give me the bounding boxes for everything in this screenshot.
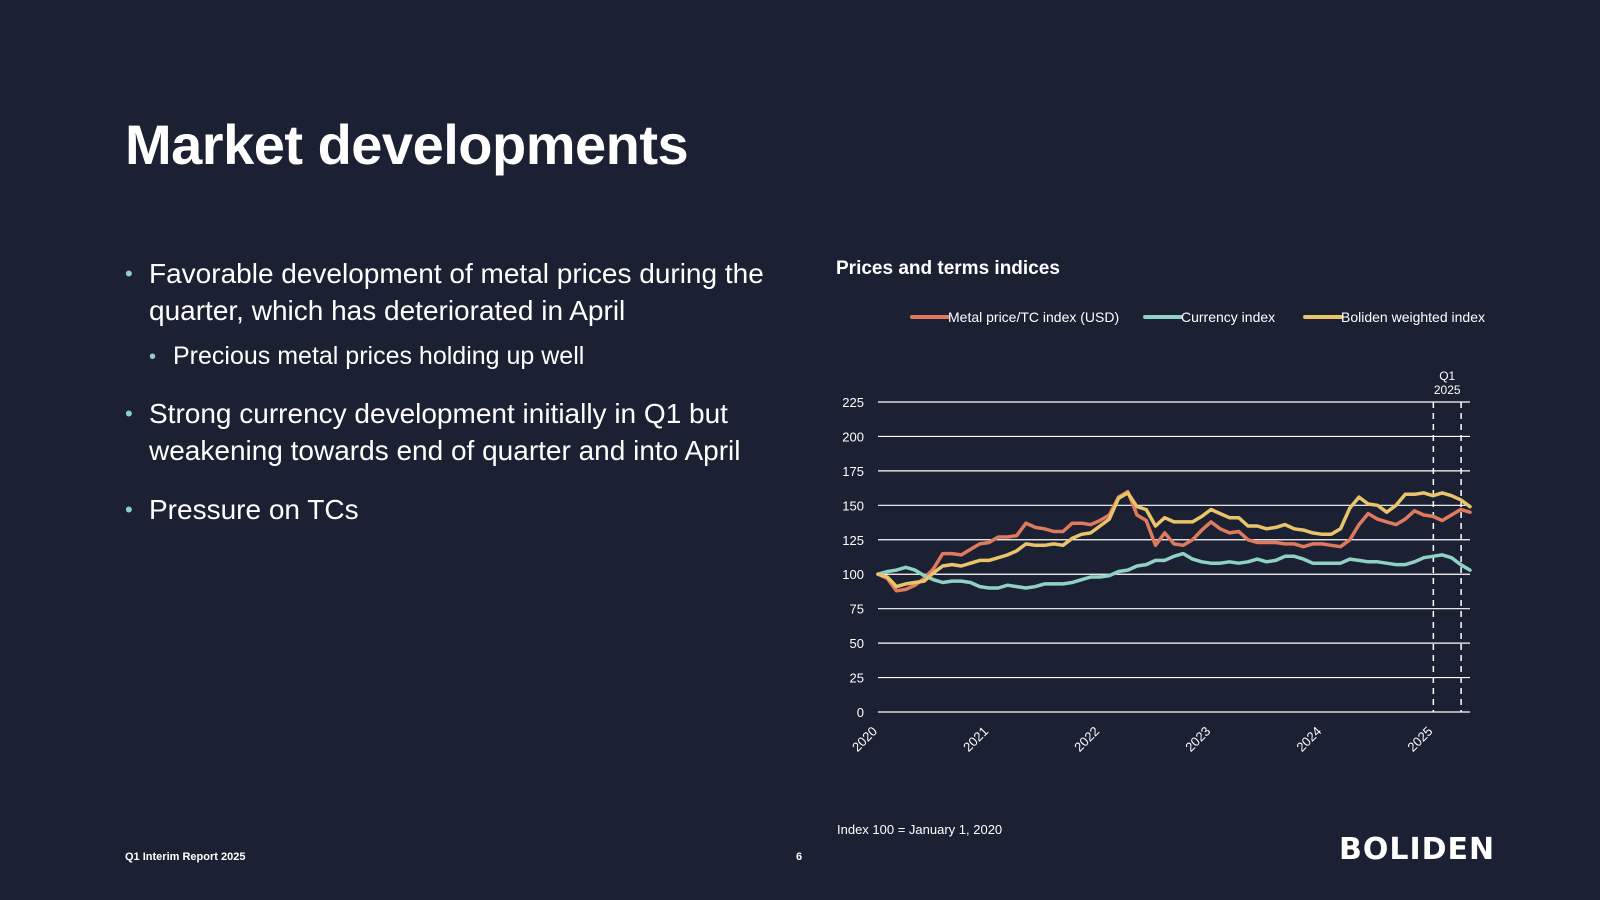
x-tick-label: 2025 <box>1404 724 1435 755</box>
legend-label-2: Boliden weighted index <box>1341 309 1485 325</box>
bullet-dot-icon: • <box>125 497 133 522</box>
y-tick-label: 0 <box>857 705 864 720</box>
bullet-text: Pressure on TCs <box>149 494 359 525</box>
bullet-text: Strong currency development initially in… <box>149 398 741 466</box>
bullet-item: • Strong currency development initially … <box>125 395 805 469</box>
bullet-item: • Pressure on TCs <box>125 491 805 528</box>
y-tick-label: 25 <box>850 671 864 686</box>
x-tick-label: 2024 <box>1293 724 1324 755</box>
line-chart: 0 25 50 75 100 125 150 175 200 225 2020 2021 2022 202… <box>842 309 1485 755</box>
y-tick-label: 50 <box>850 636 864 651</box>
bullet-item: • Favorable development of metal prices … <box>125 255 805 373</box>
bullet-dot-icon: • <box>125 261 133 286</box>
x-tick-label: 2023 <box>1182 724 1213 755</box>
bullet-dot-icon: • <box>125 401 133 426</box>
index-footnote: Index 100 = January 1, 2020 <box>837 822 1003 837</box>
q1-annotation-label: Q1 <box>1439 369 1455 383</box>
legend-label-1: Currency index <box>1181 309 1275 325</box>
boliden-logo: BOLIDEN <box>1339 832 1496 867</box>
series-line-0 <box>876 489 1472 593</box>
page-title: Market developments <box>125 113 689 176</box>
bullet-list: • Favorable development of metal prices … <box>125 255 805 550</box>
legend-label-0: Metal price/TC index (USD) <box>948 309 1119 325</box>
y-tick-label: 150 <box>842 498 864 513</box>
q1-annotation-year: 2025 <box>1434 383 1461 397</box>
sub-bullet-item: • Precious metal prices holding up well <box>149 339 805 373</box>
sub-bullet-dot-icon: • <box>149 346 157 368</box>
x-tick-label: 2020 <box>849 724 880 755</box>
footer-report-name: Q1 Interim Report 2025 <box>125 851 246 863</box>
sub-bullet-text: Precious metal prices holding up well <box>173 342 585 370</box>
series-line-1 <box>876 551 1472 590</box>
series-line-2 <box>876 491 1472 589</box>
y-tick-label: 225 <box>842 395 864 410</box>
y-tick-label: 175 <box>842 464 864 479</box>
y-tick-label: 75 <box>850 602 864 617</box>
y-tick-label: 125 <box>842 533 864 548</box>
x-tick-label: 2021 <box>960 724 991 755</box>
page-number: 6 <box>796 851 803 863</box>
y-tick-label: 200 <box>842 429 864 444</box>
bullet-text: Favorable development of metal prices du… <box>149 258 764 326</box>
x-tick-label: 2022 <box>1071 724 1102 755</box>
chart-title: Prices and terms indices <box>836 258 1060 279</box>
y-tick-label: 100 <box>842 567 864 582</box>
